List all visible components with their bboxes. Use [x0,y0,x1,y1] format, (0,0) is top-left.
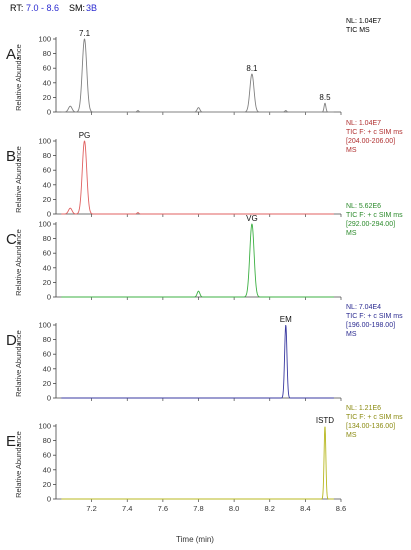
y-axis-title: Relative Abundance [14,44,23,111]
panel-info-line: TIC F: + c SIM ms [346,212,403,219]
trace-line [61,223,334,298]
panel-4: D.Relative Abundance 0 20 40 60 80 100 EM NL: 7.… [6,304,403,403]
y-tick-label: 40 [43,465,51,474]
y-tick-label: 60 [43,350,51,359]
rt-label: RT: [10,3,23,13]
panel-letter: E. [6,433,20,450]
panel-info-line: MS [346,147,357,154]
panel-info-line: [292.00-294.00] [346,221,395,228]
x-tick-label: 8.0 [229,504,239,513]
x-tick-label: 8.4 [300,504,310,513]
peak-label: EM [280,315,292,324]
panel-letter: A. [6,46,20,63]
panel-letter: D. [6,332,21,349]
panel-info-line: TIC F: + c SIM ms [346,313,403,320]
x-tick-label: 8.2 [265,504,275,513]
x-axis-label: Time (min) [176,535,214,544]
y-tick-label: 20 [43,379,51,388]
trace-line [61,38,334,113]
y-tick-label: 60 [43,451,51,460]
panel-1: A.Relative Abundance 0 20 40 60 80 100 7.1 8.1 8.… [6,18,381,117]
y-tick-label: 40 [43,364,51,373]
y-tick-label: 80 [43,49,51,58]
trace-line [61,426,334,500]
panel-info-line: TIC F: + c SIM ms [346,414,403,421]
panel-info-line: NL: 1.04E7 [346,18,381,25]
y-tick-label: 0 [47,293,51,302]
y-tick-label: 20 [43,93,51,102]
y-tick-label: 0 [47,108,51,117]
y-tick-label: 40 [43,78,51,87]
y-tick-label: 100 [38,35,51,44]
panel-info-line: [196.00-198.00] [346,322,395,329]
y-tick-label: 80 [43,234,51,243]
x-tick-label: 7.2 [86,504,96,513]
y-tick-label: 0 [47,394,51,403]
peak-label: PG [79,131,91,140]
x-tick-label: 7.6 [158,504,168,513]
panel-info-line: [204.00-206.00] [346,138,395,145]
y-tick-label: 100 [38,220,51,229]
x-tick-label: 7.8 [193,504,203,513]
y-tick-label: 40 [43,263,51,272]
rt-range: 7.0 - 8.6 [26,3,59,13]
panel-letter: C. [6,231,21,248]
y-tick-label: 60 [43,166,51,175]
y-tick-label: 20 [43,195,51,204]
y-tick-label: 100 [38,422,51,431]
y-tick-label: 20 [43,480,51,489]
y-tick-label: 20 [43,278,51,287]
y-tick-label: 60 [43,64,51,73]
x-tick-label: 7.4 [122,504,132,513]
y-axis-title: Relative Abundance [14,229,23,296]
panel-info-line: MS [346,331,357,338]
sm-value: 3B [86,3,97,13]
y-tick-label: 0 [47,495,51,504]
trace-line [61,140,334,215]
panel-info-line: [134.00-136.00] [346,423,395,430]
chromatogram-panels: A.Relative Abundance0204060801007.18.18.… [6,18,403,513]
y-tick-label: 100 [38,321,51,330]
y-axis-title: Relative Abundance [14,146,23,213]
x-tick-label: 8.6 [336,504,346,513]
panel-info-line: NL: 5.62E6 [346,203,381,210]
panel-info-line: NL: 7.04E4 [346,304,381,311]
panel-3: C.Relative Abundance 0 20 40 60 80 100 VG NL: 5.… [6,203,403,302]
y-tick-label: 100 [38,137,51,146]
panel-info-line: NL: 1.21E6 [346,405,381,412]
y-tick-label: 80 [43,436,51,445]
sm-label: SM: [69,3,85,13]
panel-info-line: TIC MS [346,27,370,34]
panel-info-line: MS [346,432,357,439]
y-tick-label: 40 [43,180,51,189]
y-tick-label: 0 [47,210,51,219]
y-axis-title: Relative Abundance [14,330,23,397]
trace-line [61,324,334,399]
y-tick-label: 80 [43,151,51,160]
peak-label: VG [246,214,258,223]
peak-label: ISTD [316,416,334,425]
peak-label: 7.1 [79,29,91,38]
panel-letter: B. [6,148,20,165]
y-axis-title: Relative Abundance [14,431,23,498]
y-tick-label: 80 [43,335,51,344]
peak-label: 8.1 [246,64,258,73]
panel-2: B.Relative Abundance 0 20 40 60 80 100 PG NL: 1.… [6,120,403,219]
peak-label: 8.5 [319,93,331,102]
panel-info-line: NL: 1.04E7 [346,120,381,127]
panel-info-line: MS [346,230,357,237]
panel-5: E.Relative Abundance 0 20 40 60 80 100 7.2 7.4 7.… [6,405,403,513]
panel-info-line: TIC F: + c SIM ms [346,129,403,136]
y-tick-label: 60 [43,249,51,258]
